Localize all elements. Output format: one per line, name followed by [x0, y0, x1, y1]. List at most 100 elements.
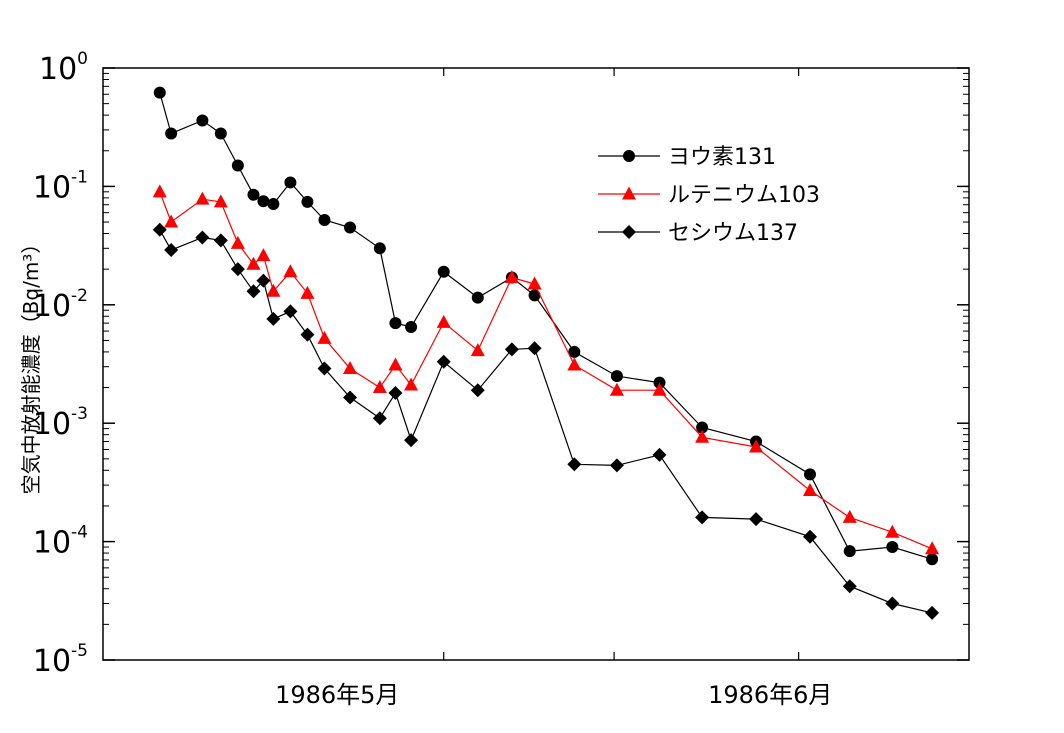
series-line	[159, 229, 933, 614]
data-point	[283, 264, 298, 278]
data-point	[267, 198, 280, 211]
data-point	[886, 541, 899, 554]
data-point	[504, 270, 519, 284]
data-point	[388, 357, 403, 371]
y-tick-base: 10	[39, 52, 77, 87]
data-point	[470, 343, 485, 357]
data-point	[842, 579, 857, 594]
data-point	[567, 357, 582, 371]
y-tick-exponent: -2	[71, 286, 88, 306]
data-point	[885, 596, 900, 611]
data-point	[842, 509, 857, 523]
y-tick-label: 10-5	[33, 641, 88, 679]
data-point	[195, 191, 210, 205]
data-point	[195, 230, 210, 245]
y-tick-exponent: -1	[71, 167, 88, 187]
series-line	[159, 191, 933, 550]
series-line	[159, 92, 933, 560]
data-point	[436, 314, 451, 328]
data-point	[165, 127, 178, 140]
data-point	[317, 330, 332, 344]
y-tick-exponent: 0	[77, 49, 88, 69]
data-point	[695, 429, 710, 443]
data-point	[695, 510, 710, 525]
legend-label: セシウム137	[668, 221, 798, 246]
data-point	[389, 317, 402, 330]
data-point	[153, 86, 166, 99]
data-point	[266, 283, 281, 297]
data-point	[622, 225, 636, 239]
data-point	[230, 262, 245, 277]
y-tick-exponent: -5	[71, 641, 88, 661]
data-point	[652, 382, 667, 396]
data-point	[802, 483, 817, 497]
data-point	[527, 276, 542, 290]
data-point	[568, 345, 581, 358]
data-point	[749, 512, 764, 527]
y-axis-label: 空気中放射能濃度（Bq/m³）	[19, 234, 43, 495]
data-point	[301, 195, 314, 208]
data-point	[247, 188, 260, 201]
data-point	[803, 468, 816, 481]
y-tick-exponent: -4	[71, 523, 88, 543]
data-point	[214, 127, 227, 140]
data-point	[404, 377, 419, 391]
y-tick-label: 10-2	[33, 286, 88, 324]
data-point	[343, 360, 358, 374]
data-point	[344, 221, 357, 234]
data-point	[196, 114, 209, 127]
y-tick-label: 10-1	[33, 167, 88, 205]
y-tick-base: 10	[33, 407, 71, 442]
data-point	[437, 265, 450, 278]
data-point	[300, 327, 315, 342]
series	[152, 222, 940, 620]
data-point	[388, 385, 403, 400]
data-point	[843, 545, 856, 558]
data-point	[696, 421, 709, 434]
data-point	[610, 370, 623, 383]
x-tick-label: 1986年6月	[708, 681, 832, 709]
data-point	[609, 382, 624, 396]
data-point	[527, 341, 542, 356]
legend: ヨウ素131 ルテニウム103 セシウム137	[598, 145, 820, 246]
legend-label: ヨウ素131	[668, 145, 776, 170]
data-point	[749, 439, 764, 453]
x-tick-label: 1986年5月	[275, 681, 399, 709]
data-point	[405, 320, 418, 333]
data-point	[317, 361, 332, 376]
data-point	[230, 235, 245, 249]
y-tick-base: 10	[33, 526, 71, 561]
series	[152, 184, 940, 555]
data-point	[152, 184, 167, 198]
data-point	[470, 383, 485, 398]
data-point	[925, 541, 940, 555]
data-point	[257, 195, 270, 208]
data-point	[164, 243, 179, 258]
y-tick-exponent: -3	[71, 404, 88, 424]
data-point	[256, 248, 271, 262]
y-tick-base: 10	[33, 170, 71, 205]
data-point	[436, 354, 451, 369]
data-point	[926, 553, 939, 566]
y-tick-base: 10	[33, 644, 71, 679]
data-point	[373, 242, 386, 255]
data-point	[246, 256, 261, 270]
data-point	[471, 291, 484, 304]
data-point	[231, 159, 244, 172]
series	[153, 86, 939, 566]
data-point	[567, 457, 582, 472]
data-point	[653, 376, 666, 389]
data-point	[528, 289, 541, 302]
data-point	[504, 342, 519, 357]
data-point	[284, 176, 297, 189]
y-tick-label: 10-4	[33, 523, 88, 561]
y-tick-base: 10	[33, 289, 71, 324]
data-point	[164, 214, 179, 228]
data-point	[300, 285, 315, 299]
data-point	[213, 233, 228, 248]
y-tick-label: 100	[39, 49, 88, 87]
y-tick-label: 10-3	[33, 404, 88, 442]
data-point	[256, 273, 271, 288]
